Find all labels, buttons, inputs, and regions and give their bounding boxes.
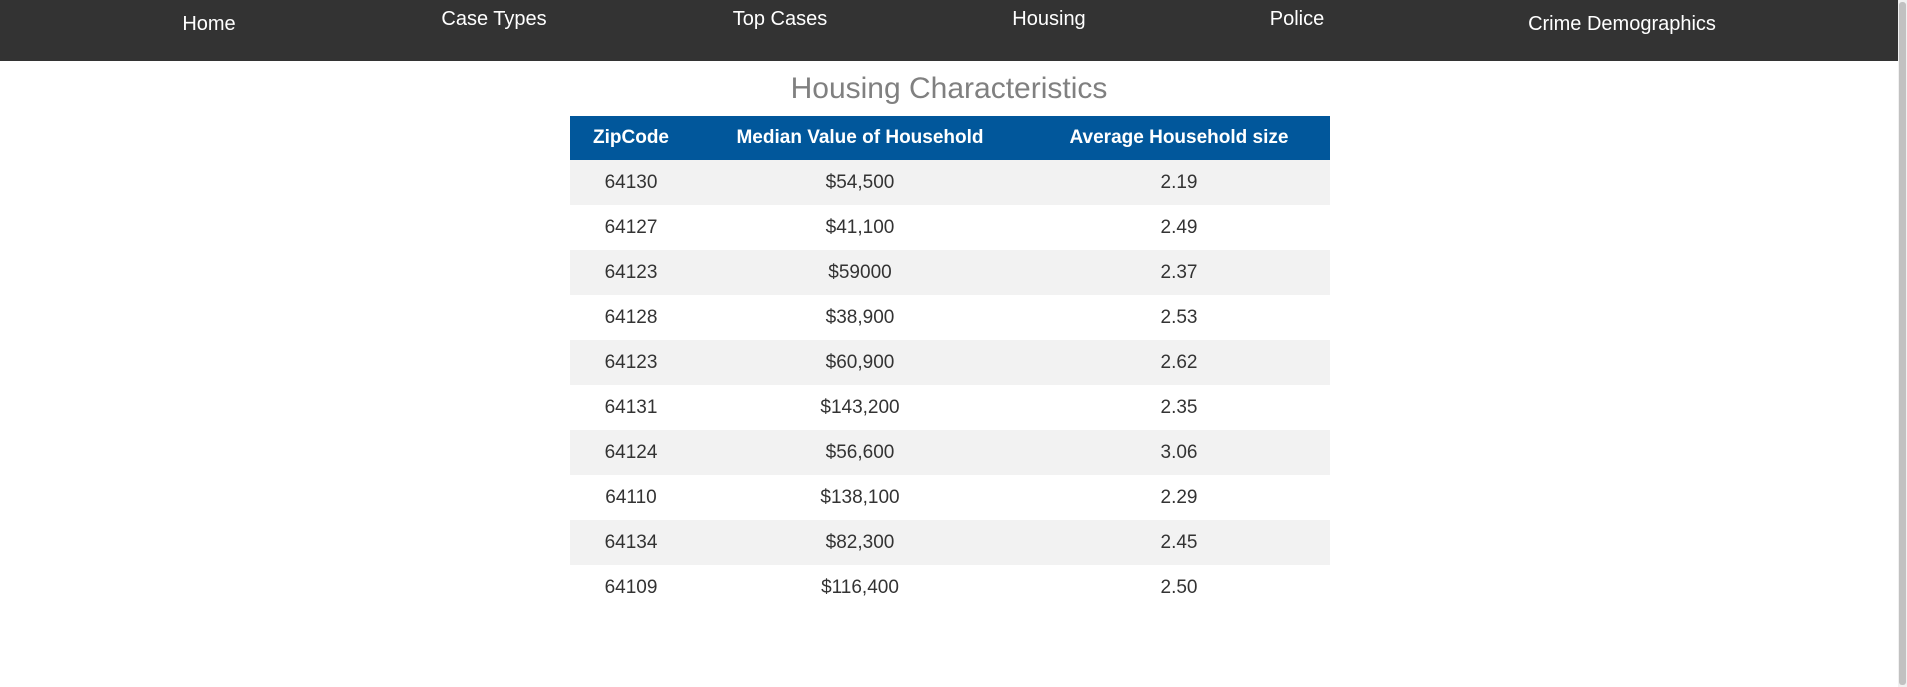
nav-link-home[interactable]: Home [182, 13, 236, 35]
zipcode-cell: 64134 [570, 520, 692, 565]
zipcode-cell: 64123 [570, 340, 692, 385]
table-row: 64124 $56,600 3.06 [570, 430, 1330, 475]
zipcode-cell: 64130 [570, 160, 692, 205]
zipcode-cell: 64128 [570, 295, 692, 340]
top-navbar: Home Case Types Top Cases Housing Police… [0, 0, 1898, 61]
household-size-cell: 2.62 [1028, 340, 1330, 385]
median-value-cell: $59000 [692, 250, 1028, 295]
household-size-cell: 2.45 [1028, 520, 1330, 565]
nav-link-police[interactable]: Police [1269, 8, 1325, 30]
zipcode-cell: 64123 [570, 250, 692, 295]
column-header-zipcode: ZipCode [570, 116, 692, 160]
median-value-cell: $56,600 [692, 430, 1028, 475]
median-value-cell: $60,900 [692, 340, 1028, 385]
median-value-cell: $54,500 [692, 160, 1028, 205]
nav-link-housing[interactable]: Housing [1012, 8, 1086, 30]
vertical-scrollbar[interactable] [1898, 0, 1907, 687]
median-value-cell: $82,300 [692, 520, 1028, 565]
household-size-cell: 2.50 [1028, 565, 1330, 610]
median-value-cell: $38,900 [692, 295, 1028, 340]
zipcode-cell: 64110 [570, 475, 692, 520]
page-title: Housing Characteristics [790, 72, 1108, 105]
table-row: 64123 $60,900 2.62 [570, 340, 1330, 385]
table-row: 64109 $116,400 2.50 [570, 565, 1330, 610]
household-size-cell: 2.29 [1028, 475, 1330, 520]
household-size-cell: 2.53 [1028, 295, 1330, 340]
housing-table: ZipCode Median Value of Household Averag… [570, 116, 1330, 610]
household-size-cell: 3.06 [1028, 430, 1330, 475]
column-header-household-size: Average Household size [1028, 116, 1330, 160]
column-header-median-value: Median Value of Household [692, 116, 1028, 160]
table-row: 64110 $138,100 2.29 [570, 475, 1330, 520]
median-value-cell: $41,100 [692, 205, 1028, 250]
zipcode-cell: 64109 [570, 565, 692, 610]
scrollbar-thumb[interactable] [1899, 2, 1906, 685]
zipcode-cell: 64131 [570, 385, 692, 430]
median-value-cell: $143,200 [692, 385, 1028, 430]
table-row: 64131 $143,200 2.35 [570, 385, 1330, 430]
table-row: 64134 $82,300 2.45 [570, 520, 1330, 565]
nav-link-crime-demographics[interactable]: Crime Demographics [1528, 13, 1716, 35]
table-row: 64128 $38,900 2.53 [570, 295, 1330, 340]
zipcode-cell: 64127 [570, 205, 692, 250]
household-size-cell: 2.37 [1028, 250, 1330, 295]
table-row: 64130 $54,500 2.19 [570, 160, 1330, 205]
median-value-cell: $116,400 [692, 565, 1028, 610]
zipcode-cell: 64124 [570, 430, 692, 475]
household-size-cell: 2.19 [1028, 160, 1330, 205]
median-value-cell: $138,100 [692, 475, 1028, 520]
nav-link-top-cases[interactable]: Top Cases [732, 8, 828, 30]
table-row: 64123 $59000 2.37 [570, 250, 1330, 295]
nav-link-case-types[interactable]: Case Types [441, 8, 547, 30]
table-row: 64127 $41,100 2.49 [570, 205, 1330, 250]
household-size-cell: 2.35 [1028, 385, 1330, 430]
household-size-cell: 2.49 [1028, 205, 1330, 250]
table-header-row: ZipCode Median Value of Household Averag… [570, 116, 1330, 160]
